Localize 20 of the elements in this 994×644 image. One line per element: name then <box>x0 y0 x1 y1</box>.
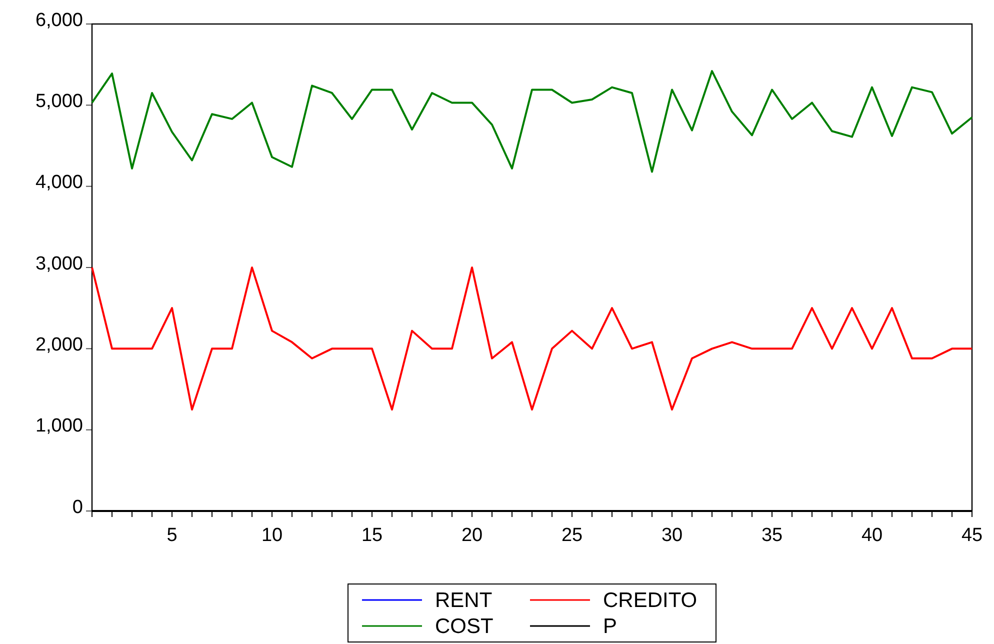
y-tick-label: 2,000 <box>35 334 83 356</box>
y-tick-label: 4,000 <box>35 172 83 194</box>
x-tick-label: 35 <box>761 524 783 546</box>
x-tick-label: 45 <box>961 524 983 546</box>
y-tick-label: 3,000 <box>35 253 83 274</box>
y-tick-label: 5,000 <box>35 91 83 112</box>
y-tick-label: 0 <box>72 496 83 518</box>
x-tick-label: 20 <box>461 524 483 546</box>
legend-label: CREDITO <box>603 589 698 612</box>
x-tick-label: 25 <box>561 524 583 546</box>
legend-label: P <box>603 615 618 638</box>
x-tick-label: 10 <box>261 524 283 546</box>
x-tick-label: 40 <box>861 524 883 546</box>
legend-label: RENT <box>435 589 492 612</box>
legend-label: COST <box>435 615 494 638</box>
y-tick-label: 6,000 <box>35 10 83 31</box>
x-tick-label: 30 <box>661 524 683 546</box>
x-tick-label: 5 <box>166 524 178 546</box>
y-tick-label: 1,000 <box>35 416 83 437</box>
x-tick-label: 15 <box>361 524 383 546</box>
